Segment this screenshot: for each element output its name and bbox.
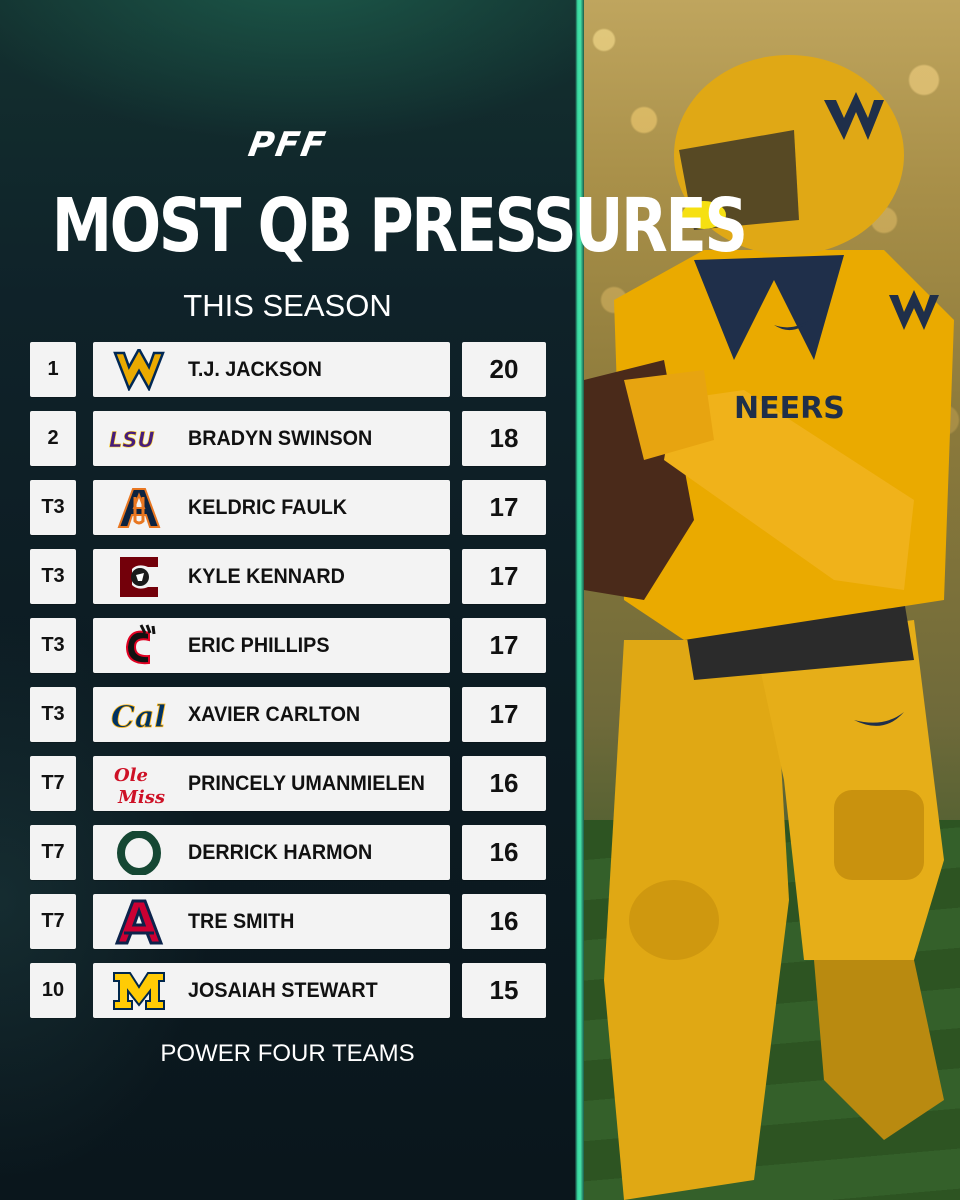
arizona-logo-icon: [109, 899, 169, 944]
auburn-logo-icon: [109, 486, 169, 529]
pressures-value: 15: [489, 975, 519, 1005]
player-cell: ERIC PHILLIPS: [93, 618, 450, 673]
rank-cell: T7: [30, 825, 76, 880]
rank: 10: [41, 979, 65, 1001]
pressures-value: 17: [489, 492, 519, 522]
value-cell: 17: [462, 480, 546, 535]
value-cell: 16: [462, 894, 546, 949]
table-row: 10 JOSAIAH STEWART 15: [30, 963, 546, 1018]
player-name: T.J. JACKSON: [188, 358, 322, 381]
rank-cell: T7: [30, 756, 76, 811]
svg-text:Ole: Ole: [114, 765, 148, 786]
rank: 1: [47, 358, 59, 380]
rank: T3: [41, 565, 65, 587]
cal-logo-icon: Cal: [109, 693, 169, 736]
player-cell: KELDRIC FAULK: [93, 480, 450, 535]
rank-cell: T7: [30, 894, 76, 949]
player-cell: T.J. JACKSON: [93, 342, 450, 397]
rank-cell: 2: [30, 411, 76, 466]
rank-cell: T3: [30, 549, 76, 604]
player-name: ERIC PHILLIPS: [188, 634, 330, 657]
table-row: T3 KYLE KENNARD 17: [30, 549, 546, 604]
table-row: 2 LSU BRADYN SWINSON 18: [30, 411, 546, 466]
cincinnati-logo-icon: [109, 623, 169, 667]
value-cell: 18: [462, 411, 546, 466]
ole-miss-logo-icon: Ole Miss: [109, 762, 169, 807]
svg-text:Cal: Cal: [111, 700, 166, 735]
table-row: T3 ERIC PHILLIPS 17: [30, 618, 546, 673]
pressures-value: 20: [489, 354, 519, 384]
rank-cell: T3: [30, 618, 76, 673]
player-cell: KYLE KENNARD: [93, 549, 450, 604]
value-cell: 15: [462, 963, 546, 1018]
footer-note: POWER FOUR TEAMS: [160, 1040, 415, 1067]
rank-cell: 1: [30, 342, 76, 397]
value-cell: 20: [462, 342, 546, 397]
page-title: MOST QB PRESSURES: [51, 183, 748, 269]
player-cell: DERRICK HARMON: [93, 825, 450, 880]
table-row: T3 KELDRIC FAULK 17: [30, 480, 546, 535]
rank: T3: [41, 496, 65, 518]
rank: T3: [41, 634, 65, 656]
rank-cell: T3: [30, 687, 76, 742]
page-subtitle: THIS SEASON: [183, 288, 392, 323]
svg-text:LSU: LSU: [109, 428, 155, 451]
player-name: JOSAIAH STEWART: [188, 979, 378, 1002]
player-cell: LSU BRADYN SWINSON: [93, 411, 450, 466]
svg-text:NEERS: NEERS: [734, 391, 845, 426]
pressures-value: 16: [489, 768, 519, 798]
player-cell: Ole Miss PRINCELY UMANMIELEN: [93, 756, 450, 811]
value-cell: 16: [462, 756, 546, 811]
player-cell: TRE SMITH: [93, 894, 450, 949]
accent-divider: [575, 0, 584, 1200]
value-cell: 17: [462, 618, 546, 673]
player-name: XAVIER CARLTON: [188, 703, 361, 726]
rank: T7: [41, 910, 65, 932]
pressures-value: 16: [489, 837, 519, 867]
pressures-value: 16: [489, 906, 519, 936]
oregon-logo-icon: [109, 830, 169, 875]
player-name: BRADYN SWINSON: [188, 427, 373, 450]
rank-cell: 10: [30, 963, 76, 1018]
player-cell: JOSAIAH STEWART: [93, 963, 450, 1018]
pressures-value: 18: [489, 423, 519, 453]
player-name: TRE SMITH: [188, 910, 295, 933]
rank-cell: T3: [30, 480, 76, 535]
player-name: KYLE KENNARD: [188, 565, 345, 588]
rank: T3: [41, 703, 65, 725]
player-photo: NEERS: [584, 0, 960, 1200]
rank: T7: [41, 772, 65, 794]
pff-logo-text: PFF: [245, 125, 330, 165]
table-row: 1 T.J. JACKSON 20: [30, 342, 546, 397]
lsu-logo-icon: LSU: [109, 417, 169, 460]
pressures-value: 17: [489, 561, 519, 591]
value-cell: 17: [462, 687, 546, 742]
pff-logo: PFF: [0, 125, 575, 165]
svg-text:Miss: Miss: [117, 787, 165, 807]
value-cell: 16: [462, 825, 546, 880]
player-name: DERRICK HARMON: [188, 841, 373, 864]
table-row: T7 TRE SMITH 16: [30, 894, 546, 949]
rank: 2: [47, 427, 59, 449]
table-row: T7 Ole Miss PRINCELY UMANMIELEN 16: [30, 756, 546, 811]
player-cell: Cal XAVIER CARLTON: [93, 687, 450, 742]
table-row: T3 Cal XAVIER CARLTON 17: [30, 687, 546, 742]
value-cell: 17: [462, 549, 546, 604]
michigan-logo-icon: [109, 969, 169, 1012]
table-row: T7 DERRICK HARMON 16: [30, 825, 546, 880]
wv-logo-icon: [109, 348, 169, 391]
south-carolina-logo-icon: [109, 555, 169, 598]
player-illustration: NEERS: [584, 55, 954, 1200]
player-name: PRINCELY UMANMIELEN: [188, 772, 425, 795]
player-name: KELDRIC FAULK: [188, 496, 348, 519]
rank: T7: [41, 841, 65, 863]
pressures-value: 17: [489, 630, 519, 660]
pressures-value: 17: [489, 699, 519, 729]
